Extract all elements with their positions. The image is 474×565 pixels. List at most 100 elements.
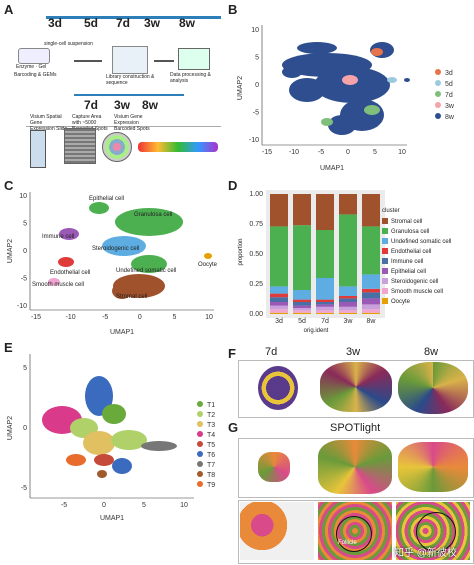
timepoint-8w: 8w bbox=[179, 16, 196, 30]
panel-c-xtick: -15 bbox=[31, 314, 41, 321]
section-8w bbox=[398, 362, 468, 414]
panel-d-ytick: 1.00 bbox=[249, 191, 263, 198]
bar-segment bbox=[362, 226, 380, 275]
panel-b-ytick: -5 bbox=[253, 110, 259, 117]
bar-segment bbox=[316, 194, 334, 230]
bar-segment bbox=[362, 304, 380, 310]
bar-segment bbox=[270, 297, 288, 302]
panel-b-xtick: -5 bbox=[318, 149, 324, 156]
legend-swatch bbox=[382, 218, 388, 224]
timepoint-3w: 3w bbox=[144, 16, 161, 30]
bar-segment bbox=[362, 312, 380, 314]
legend-label-T6: T6 bbox=[207, 452, 215, 459]
legend-swatch bbox=[382, 238, 388, 244]
bar-segment bbox=[339, 298, 357, 302]
bar-segment bbox=[362, 298, 380, 305]
panel-c-xtick: 5 bbox=[172, 314, 176, 321]
panel-b-ytick: -10 bbox=[249, 137, 259, 144]
legend-label-T2: T2 bbox=[207, 412, 215, 419]
label-steroidogenic: Steroidogenic cell bbox=[92, 246, 139, 252]
panel-d-xtick: 3w bbox=[344, 318, 354, 325]
legend-dot-T1 bbox=[197, 401, 203, 407]
label-stromal: Stromal cell bbox=[116, 294, 147, 300]
legend-label: Epithelial cell bbox=[391, 269, 426, 275]
data-processing-label: Data processing & analysis bbox=[170, 72, 211, 84]
panel-d-xtick: 5d bbox=[298, 318, 306, 325]
panel-d-ytick: 0.00 bbox=[249, 311, 263, 318]
legend-label: Stromal cell bbox=[391, 219, 422, 225]
divider bbox=[26, 126, 221, 127]
timepoint-mid-8w: 8w bbox=[142, 98, 159, 112]
bar-segment bbox=[316, 306, 334, 311]
panel-c-xlabel: UMAP1 bbox=[110, 329, 134, 336]
bar-segment bbox=[293, 310, 311, 313]
bar-segment bbox=[316, 278, 334, 300]
computer-icon bbox=[178, 48, 210, 70]
bar-segment bbox=[339, 286, 357, 296]
panel-e-xtick: -5 bbox=[61, 502, 67, 509]
bar-segment bbox=[339, 302, 357, 307]
bar-segment bbox=[293, 299, 311, 302]
panel-d-ytick: 0.75 bbox=[249, 221, 263, 228]
legend-label-3d: 3d bbox=[445, 70, 453, 77]
legend-label-T5: T5 bbox=[207, 442, 215, 449]
bar-segment bbox=[293, 308, 311, 311]
panel-d-xlabel: orig.ident bbox=[304, 328, 329, 334]
legend-swatch bbox=[382, 288, 388, 294]
library-label: Library construction & sequence bbox=[106, 74, 155, 86]
bar-segment bbox=[362, 288, 380, 293]
label-immune: Immune cell bbox=[42, 234, 74, 240]
legend-dot-5d bbox=[435, 80, 441, 86]
panel-c-xtick: 0 bbox=[138, 314, 142, 321]
panel-a: 3d 5d 7d 3w 8w single-cell suspension En… bbox=[14, 10, 224, 170]
bar-segment bbox=[339, 296, 357, 299]
panel-b-xlabel: UMAP1 bbox=[320, 165, 344, 172]
single-cell-label: single-cell suspension bbox=[44, 41, 93, 47]
spotlight-8w bbox=[398, 442, 468, 492]
legend-swatch bbox=[382, 258, 388, 264]
legend-swatch bbox=[382, 268, 388, 274]
legend-label: Steroidogenic cell bbox=[391, 279, 438, 285]
panel-c-xtick: -10 bbox=[66, 314, 76, 321]
label-undefined: Undefined somatic cell bbox=[116, 268, 176, 274]
legend-dot-T3 bbox=[197, 421, 203, 427]
legend-swatch bbox=[382, 278, 388, 284]
panel-g-label: G bbox=[228, 420, 239, 435]
library-icon bbox=[112, 46, 148, 74]
legend-label-T9: T9 bbox=[207, 482, 215, 489]
bar-segment bbox=[293, 290, 311, 300]
panel-e-xlabel: UMAP1 bbox=[100, 515, 124, 522]
panel-c-ytick: 10 bbox=[19, 193, 27, 200]
panel-f-3w: 3w bbox=[346, 346, 361, 358]
panel-e-ytick: 5 bbox=[23, 365, 27, 372]
panel-c-xtick: 10 bbox=[205, 314, 213, 321]
legend-dot-3w bbox=[435, 102, 441, 108]
panel-e-label: E bbox=[4, 340, 13, 355]
bar-segment bbox=[270, 226, 288, 287]
label-epithelial: Epithelial cell bbox=[89, 196, 124, 202]
section-7d bbox=[258, 366, 298, 410]
barcoding-label: Barcoding & GEMs bbox=[14, 72, 57, 78]
panel-c-ytick: -5 bbox=[21, 276, 27, 283]
timepoint-7d: 7d bbox=[116, 16, 131, 30]
legend-label-T1: T1 bbox=[207, 402, 215, 409]
panel-d-xtick: 3d bbox=[275, 318, 283, 325]
legend-dot-T9 bbox=[197, 481, 203, 487]
panel-c-ytick: 0 bbox=[23, 248, 27, 255]
panel-b-ylabel: UMAP2 bbox=[237, 76, 244, 100]
bar-segment bbox=[316, 304, 334, 307]
legend-swatch bbox=[382, 248, 388, 254]
bar-segment bbox=[270, 309, 288, 313]
legend-label-T3: T3 bbox=[207, 422, 215, 429]
bar-segment bbox=[293, 302, 311, 306]
legend-swatch bbox=[382, 228, 388, 234]
bar-segment bbox=[293, 225, 311, 290]
panel-a-label: A bbox=[4, 2, 14, 17]
visium-slide-label: Visium Spatial Gene Expression Slide bbox=[30, 114, 68, 132]
bar-segment bbox=[293, 305, 311, 308]
panel-b-xtick: 10 bbox=[398, 149, 406, 156]
bar-segment bbox=[362, 274, 380, 289]
bar-segment bbox=[316, 230, 334, 278]
timepoint-mid-7d: 7d bbox=[84, 98, 99, 112]
